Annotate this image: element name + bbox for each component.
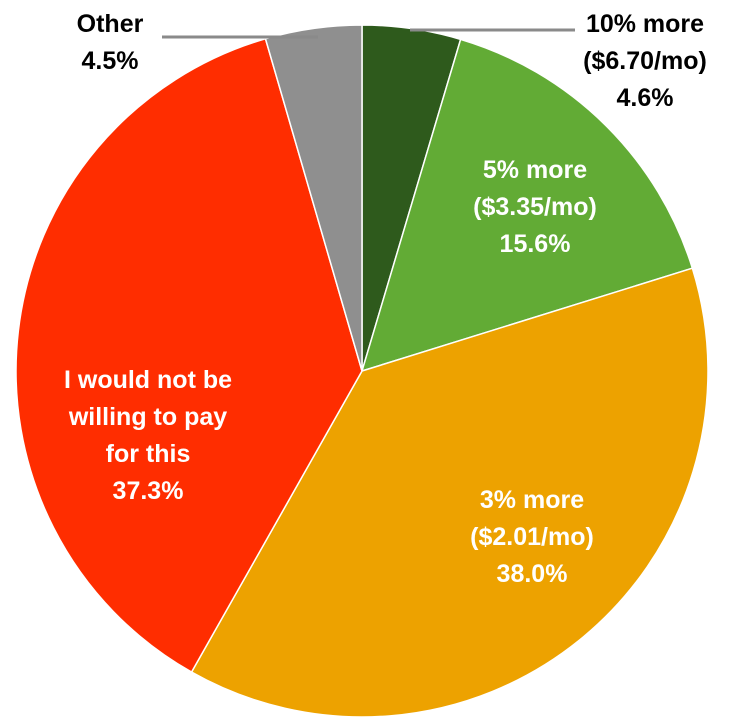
slice-label-line-4-0: Other bbox=[77, 10, 144, 38]
pie-slice-2 bbox=[190, 267, 709, 718]
slice-label-line-2-0: 3% more bbox=[480, 486, 584, 514]
slice-percent-4: 4.5% bbox=[82, 47, 139, 75]
pie-slice-1 bbox=[360, 38, 694, 373]
slice-label-line-0-0: 10% more bbox=[586, 10, 704, 38]
slice-label-line-3-1: willing to pay bbox=[68, 403, 227, 431]
slice-label-line-2-1: ($2.01/mo) bbox=[470, 523, 594, 551]
slice-percent-2: 38.0% bbox=[497, 560, 568, 588]
slice-percent-1: 15.6% bbox=[500, 230, 571, 258]
slice-percent-3: 37.3% bbox=[113, 477, 184, 505]
slice-label-line-3-0: I would not be bbox=[64, 366, 232, 394]
slice-percent-0: 4.6% bbox=[617, 84, 674, 112]
slice-label-line-1-0: 5% more bbox=[483, 156, 587, 184]
slice-label-line-3-2: for this bbox=[106, 440, 191, 468]
slice-label-line-0-1: ($6.70/mo) bbox=[583, 47, 707, 75]
slice-label-0: 10% more ($6.70/mo) 4.6% bbox=[583, 10, 707, 112]
pie-slice-4 bbox=[264, 24, 363, 372]
slice-label-3: I would not be willing to pay for this 37.3… bbox=[64, 366, 232, 505]
slice-label-4: Other 4.5% bbox=[77, 10, 144, 75]
slice-label-line-1-1: ($3.35/mo) bbox=[473, 193, 597, 221]
pie-slice-3 bbox=[15, 37, 363, 674]
slice-label-1: 5% more ($3.35/mo) 15.6% bbox=[473, 156, 597, 258]
slice-label-2: 3% more ($2.01/mo) 38.0% bbox=[470, 486, 594, 588]
